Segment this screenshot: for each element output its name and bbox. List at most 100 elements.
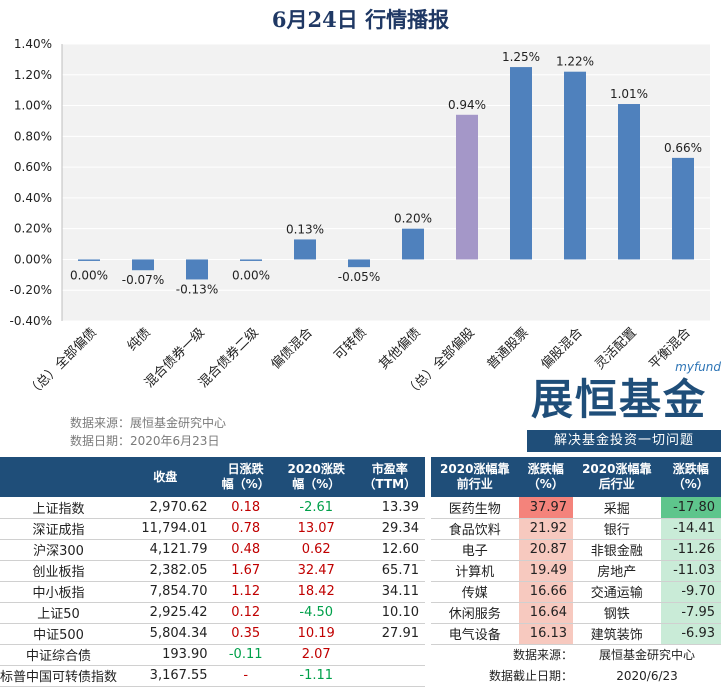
plot-area xyxy=(62,44,710,321)
bottom-industry-name: 银行 xyxy=(573,518,661,540)
ytd-change: 10.19 xyxy=(277,623,355,645)
bottom-industry-change: -7.95 xyxy=(660,602,721,624)
industry-table-header: 涨跌幅 （%） xyxy=(660,457,721,497)
pe-ttm: 34.11 xyxy=(354,581,425,603)
data-label: 0.00% xyxy=(70,268,108,282)
bar xyxy=(186,259,208,280)
data-label: -0.05% xyxy=(338,270,380,284)
index-name: 深证成指 xyxy=(0,518,118,540)
day-change: -0.11 xyxy=(213,644,278,666)
ytd-change: -4.50 xyxy=(277,602,355,624)
day-change: 0.48 xyxy=(213,539,278,561)
brand-name: 展恒基金 xyxy=(531,375,708,424)
footer-source-value: 展恒基金研究中心 xyxy=(599,648,696,663)
bottom-industry-change: -9.70 xyxy=(660,581,721,603)
industry-table: 2020涨幅靠 前行业 涨跌幅 （%） 2020涨幅靠 后行业 涨跌幅 （%） 医药生物 37.… xyxy=(431,457,721,686)
ytd-change: 0.62 xyxy=(277,539,355,561)
table-row: 食品饮料 21.92 银行 -14.41 xyxy=(431,518,721,540)
index-table: 收盘 日涨跌 幅（%） 2020涨跌 幅（%） 市盈率 （TTM） 上证指数 2,970.62… xyxy=(0,457,425,687)
bottom-industry-name: 交通运输 xyxy=(573,581,661,603)
index-table-header: 2020涨跌 幅（%） xyxy=(277,457,355,497)
index-name: 中小板指 xyxy=(0,581,118,603)
y-tick-label: 0.80% xyxy=(14,129,52,143)
close-value: 193.90 xyxy=(117,644,214,666)
data-label: 0.13% xyxy=(286,222,324,236)
day-change: 0.78 xyxy=(213,518,278,540)
y-tick-label: 0.40% xyxy=(14,191,52,205)
day-change: 0.18 xyxy=(213,497,278,519)
brand-tagline: 解决基金投资一切问题 xyxy=(527,430,721,452)
footer-date-value: 2020/6/23 xyxy=(616,668,678,683)
x-tick-label: 偏债混合 xyxy=(268,325,315,372)
data-label: 1.25% xyxy=(502,50,540,64)
day-change: 1.12 xyxy=(213,581,278,603)
top-industry-name: 休闲服务 xyxy=(431,602,519,624)
bar xyxy=(402,228,424,260)
top-industry-name: 医药生物 xyxy=(431,497,519,519)
table-row: 计算机 19.49 房地产 -11.03 xyxy=(431,560,721,582)
table-row: 电气设备 16.13 建筑装饰 -6.93 xyxy=(431,623,721,645)
data-label: 0.00% xyxy=(232,268,270,282)
pe-ttm xyxy=(354,665,425,687)
top-industry-name: 电气设备 xyxy=(431,623,519,645)
y-tick-label: -0.20% xyxy=(10,283,52,297)
data-label: 0.66% xyxy=(664,141,702,155)
index-table-header: 市盈率 （TTM） xyxy=(354,457,425,497)
grid-lines xyxy=(61,43,710,322)
table-row: 上证指数 2,970.62 0.18 -2.61 13.39 xyxy=(0,497,425,519)
data-label: -0.13% xyxy=(176,282,218,296)
data-label: 1.22% xyxy=(556,55,594,69)
bar xyxy=(672,157,694,260)
pe-ttm xyxy=(354,644,425,666)
index-table-header: 收盘 xyxy=(117,457,214,497)
table-row: 标普中国可转债指数 3,167.55- -1.11 xyxy=(0,665,425,687)
bar xyxy=(240,259,262,261)
top-industry-name: 计算机 xyxy=(431,560,519,582)
y-tick-labels: -0.40% -0.20% 0.00% 0.20% 0.40% 0.60% 0.80% 1.0… xyxy=(10,37,52,328)
top-industry-change: 21.92 xyxy=(518,518,574,540)
top-industry-name: 传媒 xyxy=(431,581,519,603)
data-label: 0.20% xyxy=(394,212,432,226)
index-name: 上证指数 xyxy=(0,497,118,519)
table-row: 医药生物 37.97 采掘 -17.80 xyxy=(431,497,721,519)
table-row: 中证综合债 193.90 -0.11 2.07 xyxy=(0,644,425,666)
bar xyxy=(510,67,532,260)
pe-ttm: 65.71 xyxy=(354,560,425,582)
industry-table-header: 涨跌幅 （%） xyxy=(518,457,574,497)
bottom-industry-name: 采掘 xyxy=(573,497,661,519)
index-table-header xyxy=(0,457,118,497)
table-row: 中证500 5,804.34 0.35 10.19 27.91 xyxy=(0,623,425,645)
pe-ttm: 12.60 xyxy=(354,539,425,561)
bar xyxy=(132,259,154,271)
ytd-change: 13.07 xyxy=(277,518,355,540)
table-row: 上证50 2,925.42 0.12 -4.50 10.10 xyxy=(0,602,425,624)
top-industry-change: 16.64 xyxy=(518,602,574,624)
bottom-industry-change: -11.26 xyxy=(660,539,721,561)
pe-ttm: 13.39 xyxy=(354,497,425,519)
x-tick-label: （总）全部偏债 xyxy=(24,325,100,401)
bar xyxy=(456,114,478,260)
table-row: 创业板指 2,382.05 1.67 32.47 65.71 xyxy=(0,560,425,582)
brand-myfund: myfund xyxy=(675,360,721,374)
data-label: 0.94% xyxy=(448,98,486,112)
footer-date-label: 数据截止日期： xyxy=(489,669,574,683)
pe-ttm: 10.10 xyxy=(354,602,425,624)
bottom-industry-name: 建筑装饰 xyxy=(573,623,661,645)
x-tick-label: 纯债 xyxy=(125,325,154,354)
y-tick-label: 1.40% xyxy=(14,37,52,51)
day-change: - xyxy=(213,665,278,687)
close-value: 5,804.34 xyxy=(117,623,214,645)
index-name: 中证综合债 xyxy=(0,644,118,666)
ytd-change: 2.07 xyxy=(277,644,355,666)
table-row: 休闲服务 16.64 钢铁 -7.95 xyxy=(431,602,721,624)
table-row: 电子 20.87 非银金融 -11.26 xyxy=(431,539,721,561)
bottom-industry-change: -14.41 xyxy=(660,518,721,540)
ytd-change: 32.47 xyxy=(277,560,355,582)
data-label: 1.01% xyxy=(610,87,648,101)
bar xyxy=(348,259,370,268)
bar-chart: 0.00% -0.07% -0.13% 0.00% 0.13% -0.05% 0.20% 0.… xyxy=(10,37,710,401)
bottom-industry-name: 钢铁 xyxy=(573,602,661,624)
day-change: 1.67 xyxy=(213,560,278,582)
pe-ttm: 27.91 xyxy=(354,623,425,645)
close-value: 7,854.70 xyxy=(117,581,214,603)
